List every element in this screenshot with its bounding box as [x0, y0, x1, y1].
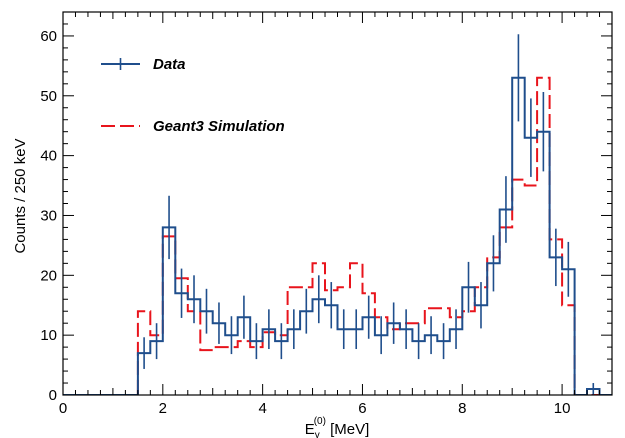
legend-label: Data [153, 56, 186, 73]
x-axis-title-unit: [MeV] [326, 421, 369, 438]
plot-area [63, 34, 612, 395]
x-tick-label: 6 [358, 400, 366, 417]
y-axis-title: Counts / 250 keV [12, 138, 29, 253]
series-line [63, 76, 612, 395]
x-axis-title: Eγ (0) [MeV] [305, 416, 370, 438]
y-tick-label: 20 [40, 267, 57, 284]
x-tick-label: 8 [458, 400, 466, 417]
x-tick-label: 4 [258, 400, 266, 417]
legend-item-data: Data [101, 56, 186, 73]
plot-frame [62, 11, 613, 396]
x-tick-label: 0 [59, 400, 67, 417]
x-axis-title-main: E [305, 421, 315, 438]
y-tick-label: 60 [40, 28, 57, 45]
y-tick-label: 0 [49, 387, 57, 404]
legend-item-simulation: Geant3 Simulation [101, 118, 285, 135]
x-tick-label: 10 [554, 400, 571, 417]
axis-titles: Counts / 250 keV Eγ (0) [MeV] [12, 138, 369, 438]
legend-label: Geant3 Simulation [153, 118, 285, 135]
legend: Data Geant3 Simulation [101, 56, 285, 135]
y-tick-label: 50 [40, 88, 57, 105]
axes: 0 2 4 6 8 10 0 10 20 30 40 50 60 [40, 11, 613, 417]
series-simulation [63, 76, 612, 395]
y-tick-label: 30 [40, 207, 57, 224]
x-axis-title-sub: γ [315, 430, 320, 438]
y-tick-label: 10 [40, 327, 57, 344]
y-tick-label: 40 [40, 148, 57, 165]
x-tick-label: 2 [159, 400, 167, 417]
series-data [63, 34, 612, 395]
x-axis-title-sup: (0) [314, 416, 326, 427]
series-line [63, 76, 612, 395]
